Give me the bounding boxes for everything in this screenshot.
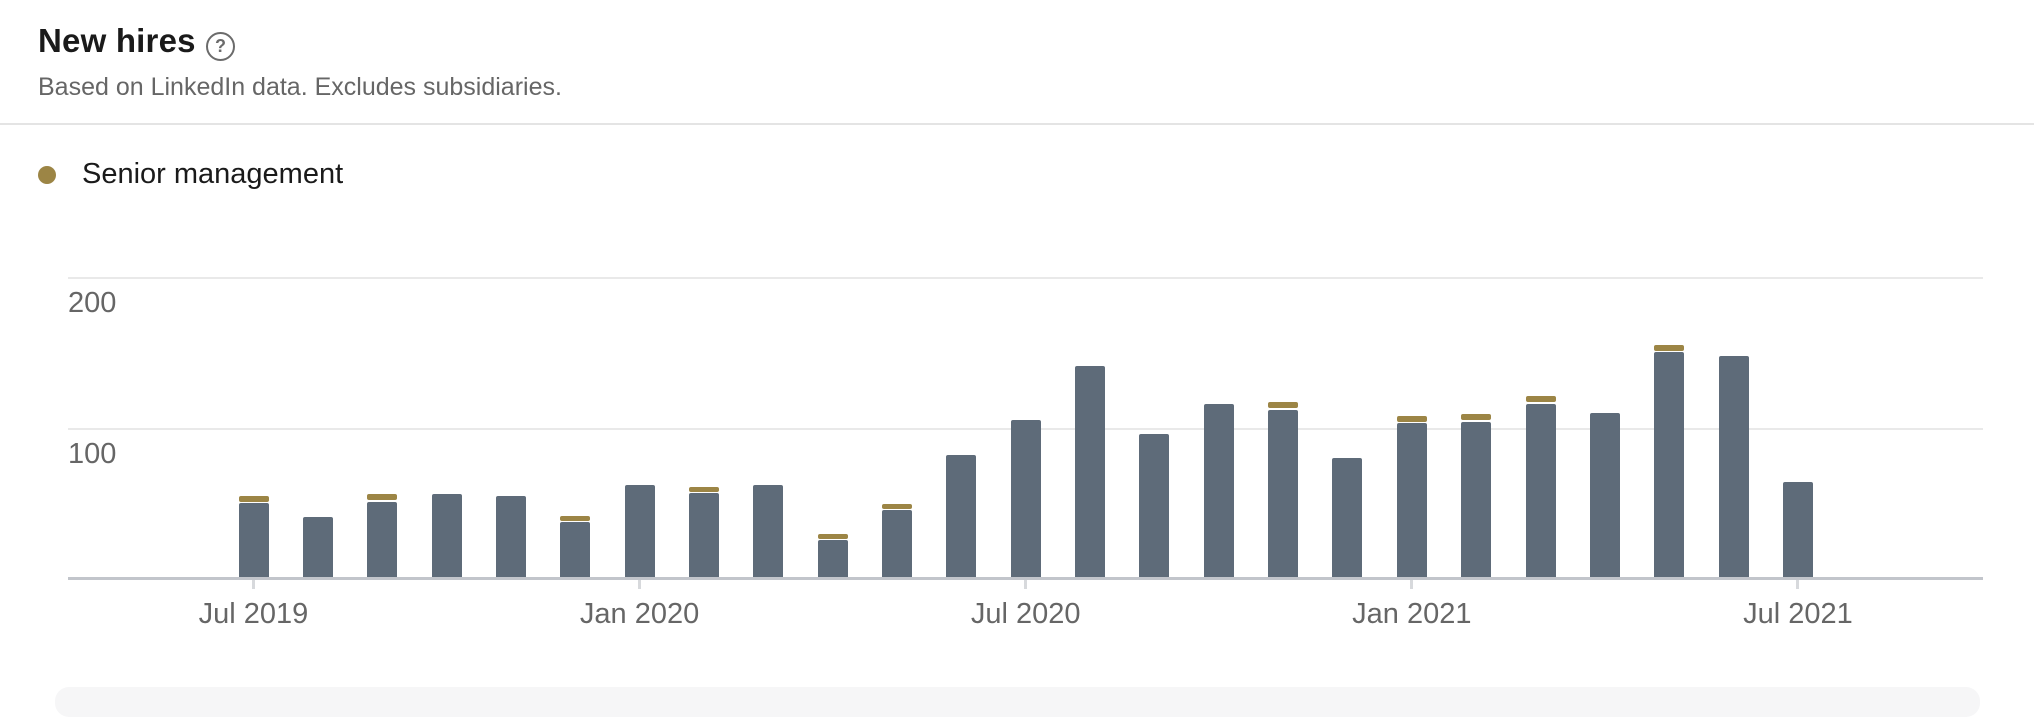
- bar-nov-2020[interactable]: [1268, 410, 1299, 579]
- senior-management-cap-may-2021[interactable]: [1654, 345, 1685, 351]
- bar-jun-2020[interactable]: [946, 455, 977, 579]
- x-axis-label-jan-2021: Jan 2021: [1352, 598, 1472, 630]
- bar-dec-2020[interactable]: [1332, 458, 1363, 579]
- bar-mar-2020[interactable]: [753, 485, 784, 579]
- x-axis-label-jul-2019: Jul 2019: [198, 598, 309, 630]
- bar-may-2020[interactable]: [882, 510, 912, 579]
- x-axis-tick-jul-2020: [1024, 580, 1028, 589]
- gridline-200: [68, 277, 1983, 279]
- bar-apr-2021[interactable]: [1589, 413, 1620, 579]
- next-card-top-edge: [55, 687, 1980, 717]
- bar-aug-2020[interactable]: [1075, 366, 1106, 579]
- bar-jul-2019[interactable]: [238, 503, 269, 579]
- bar-jul-2021[interactable]: [1782, 482, 1813, 579]
- senior-management-cap-dec-2019[interactable]: [560, 516, 591, 521]
- bar-mar-2021[interactable]: [1525, 404, 1556, 579]
- bar-dec-2019[interactable]: [560, 522, 591, 579]
- senior-management-cap-jul-2019[interactable]: [238, 496, 269, 502]
- senior-management-cap-sep-2019[interactable]: [367, 494, 398, 500]
- legend-item-label: Senior management: [82, 158, 344, 190]
- x-axis-label-jan-2020: Jan 2020: [579, 598, 700, 630]
- x-axis-tick-jul-2021: [1796, 580, 1800, 589]
- senior-management-cap-feb-2020[interactable]: [688, 487, 719, 492]
- y-axis-label-100: 100: [68, 438, 117, 470]
- help-icon[interactable]: ?: [206, 32, 235, 61]
- bar-aug-2019[interactable]: [302, 517, 333, 579]
- senior-management-cap-may-2020[interactable]: [882, 504, 912, 509]
- bar-may-2021[interactable]: [1654, 352, 1685, 579]
- x-axis-line: [68, 577, 1983, 580]
- bar-feb-2021[interactable]: [1461, 422, 1492, 579]
- chart-title: New hires: [38, 22, 196, 59]
- header-divider: [0, 123, 2034, 125]
- chart-subtitle: Based on LinkedIn data. Excludes subsidi…: [38, 73, 562, 101]
- bar-oct-2020[interactable]: [1203, 404, 1234, 579]
- bar-jan-2020[interactable]: [624, 485, 655, 579]
- bar-jan-2021[interactable]: [1396, 423, 1427, 579]
- senior-management-cap-jan-2021[interactable]: [1396, 416, 1427, 422]
- bar-sep-2019[interactable]: [367, 502, 398, 579]
- bar-feb-2020[interactable]: [688, 493, 719, 579]
- legend-dot-icon: [38, 165, 56, 184]
- senior-management-cap-apr-2020[interactable]: [817, 534, 848, 539]
- bar-nov-2019[interactable]: [495, 496, 526, 579]
- senior-management-cap-mar-2021[interactable]: [1525, 396, 1556, 402]
- x-axis-tick-jan-2021: [1410, 580, 1414, 589]
- bar-jul-2020[interactable]: [1010, 420, 1041, 579]
- x-axis-tick-jan-2020: [638, 580, 642, 589]
- bar-oct-2019[interactable]: [431, 494, 462, 579]
- bar-apr-2020[interactable]: [817, 540, 848, 579]
- new-hires-chart-card: { "header": { "title": "New hires", "hel…: [0, 22, 2034, 630]
- bar-chart-plot-area: 100 200 Jul 2019 Jan 2020 Jul 2020 Jan 2021 Ju…: [68, 277, 1983, 630]
- senior-management-cap-nov-2020[interactable]: [1268, 402, 1299, 408]
- chart-legend: Senior management: [38, 160, 343, 189]
- bar-jun-2021[interactable]: [1718, 356, 1749, 579]
- x-axis-label-jul-2021: Jul 2021: [1743, 598, 1853, 630]
- legend-item-senior-management[interactable]: Senior management: [38, 160, 343, 189]
- senior-management-cap-feb-2021[interactable]: [1461, 414, 1492, 420]
- bar-sep-2020[interactable]: [1139, 434, 1170, 579]
- x-axis-label-jul-2020: Jul 2020: [970, 598, 1081, 630]
- y-axis-label-200: 200: [68, 287, 117, 319]
- x-axis-tick-jul-2019: [252, 580, 255, 589]
